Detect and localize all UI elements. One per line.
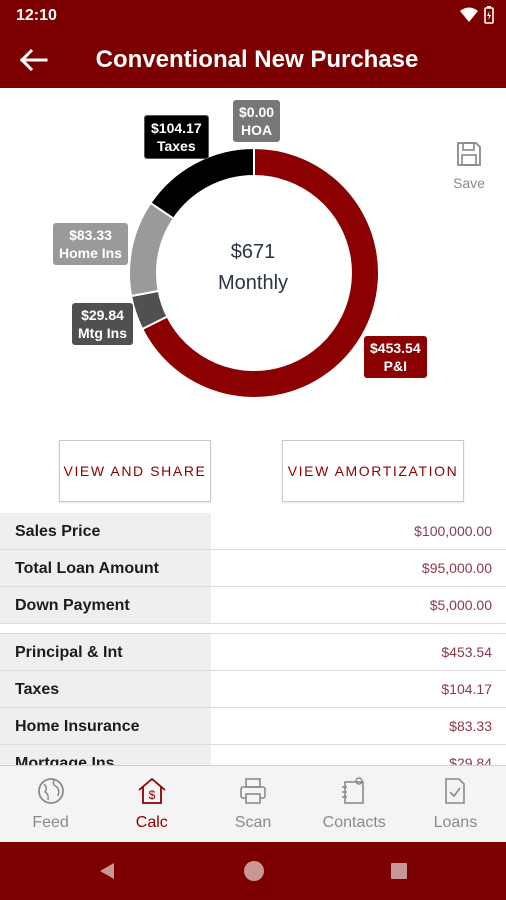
row-value: $5,000.00 <box>429 597 492 613</box>
globe-icon <box>37 778 64 804</box>
nav-feed-label: Feed <box>32 814 69 831</box>
back-arrow-icon[interactable] <box>18 46 50 74</box>
callout-pi-value: $453.54 <box>370 340 421 356</box>
nav-loans[interactable]: Loans <box>405 766 506 842</box>
page-title: Conventional New Purchase <box>95 46 419 73</box>
nav-scan[interactable]: Scan <box>202 766 303 842</box>
donut-slice-home-ins <box>128 201 176 298</box>
svg-text:$: $ <box>148 788 155 802</box>
donut-slice-taxes <box>149 146 255 221</box>
app-bar: Conventional New Purchase <box>0 32 506 88</box>
status-bar: 12:10 <box>0 0 506 32</box>
callout-mtg-ins-value: $29.84 <box>81 307 124 323</box>
system-back-icon[interactable] <box>97 861 117 881</box>
bottom-nav: Feed $ Calc Scan Contacts Loans <box>0 765 506 842</box>
table-row: Total Loan Amount $95,000.00 <box>0 550 506 587</box>
row-label: Down Payment <box>0 587 211 623</box>
battery-icon <box>484 6 494 24</box>
nav-scan-label: Scan <box>234 814 272 831</box>
callout-taxes-name: Taxes <box>156 138 196 154</box>
row-value: $95,000.00 <box>421 560 492 576</box>
callout-mtg-ins-name: Mtg Ins <box>78 325 127 341</box>
callout-pi: $453.54 P&I <box>364 336 427 378</box>
row-label: Total Loan Amount <box>0 550 211 586</box>
callout-mtg-ins: $29.84 Mtg Ins <box>72 303 133 345</box>
row-label: Principal & Int <box>0 634 211 670</box>
table-row: Down Payment $5,000.00 <box>0 587 506 624</box>
nav-feed[interactable]: Feed <box>0 766 101 842</box>
monthly-total: $671 <box>230 241 276 263</box>
contacts-icon <box>342 777 365 804</box>
document-check-icon <box>445 778 466 804</box>
table-row: Sales Price $100,000.00 <box>0 513 506 550</box>
callout-hoa: $0.00 HOA <box>233 100 281 142</box>
nav-calc[interactable]: $ Calc <box>101 766 202 842</box>
save-label: Save <box>453 175 485 191</box>
view-amortization-button[interactable]: VIEW AMORTIZATION <box>282 440 464 502</box>
system-nav-bar <box>0 842 506 900</box>
table-row: Home Insurance $83.33 <box>0 708 506 745</box>
callout-home-ins-name: Home Ins <box>59 245 123 261</box>
row-label: Home Insurance <box>0 708 211 744</box>
monthly-label: Monthly <box>217 272 289 294</box>
donut-slice-p-i <box>140 146 380 399</box>
nav-calc-label: Calc <box>135 814 168 831</box>
status-icons <box>460 6 494 24</box>
payment-chart: $671 Monthly $104.17 Taxes $0.00 HOA $83… <box>0 88 506 428</box>
callout-home-ins: $83.33 Home Ins <box>53 223 129 265</box>
callout-hoa-name: HOA <box>240 122 273 138</box>
row-value: $453.54 <box>441 644 492 660</box>
nav-loans-label: Loans <box>433 814 478 831</box>
status-time: 12:10 <box>16 7 57 24</box>
save-button[interactable]: Save <box>449 140 489 191</box>
wifi-icon <box>460 7 478 22</box>
system-recents-icon[interactable] <box>390 862 408 880</box>
nav-contacts[interactable]: Contacts <box>304 766 405 842</box>
table-row: Taxes $104.17 <box>0 671 506 708</box>
view-and-share-button[interactable]: VIEW AND SHARE <box>59 440 211 502</box>
row-value: $104.17 <box>441 681 492 697</box>
row-label: Sales Price <box>0 513 211 549</box>
printer-icon <box>240 778 266 804</box>
callout-home-ins-value: $83.33 <box>69 227 112 243</box>
callout-taxes: $104.17 Taxes <box>144 115 209 159</box>
system-home-icon[interactable] <box>242 859 266 883</box>
row-label: Taxes <box>0 671 211 707</box>
table-row: Principal & Int $453.54 <box>0 634 506 671</box>
row-value: $100,000.00 <box>414 523 492 539</box>
loan-summary-table: Sales Price $100,000.00 Total Loan Amoun… <box>0 513 506 782</box>
callout-taxes-value: $104.17 <box>151 120 202 136</box>
save-icon <box>457 142 481 166</box>
section-divider <box>0 624 506 634</box>
callout-hoa-value: $0.00 <box>239 104 275 120</box>
row-value: $83.33 <box>449 718 492 734</box>
nav-contacts-label: Contacts <box>322 814 386 831</box>
donut-chart <box>128 146 380 399</box>
house-dollar-icon: $ <box>138 777 166 804</box>
callout-pi-name: P&I <box>383 358 407 374</box>
